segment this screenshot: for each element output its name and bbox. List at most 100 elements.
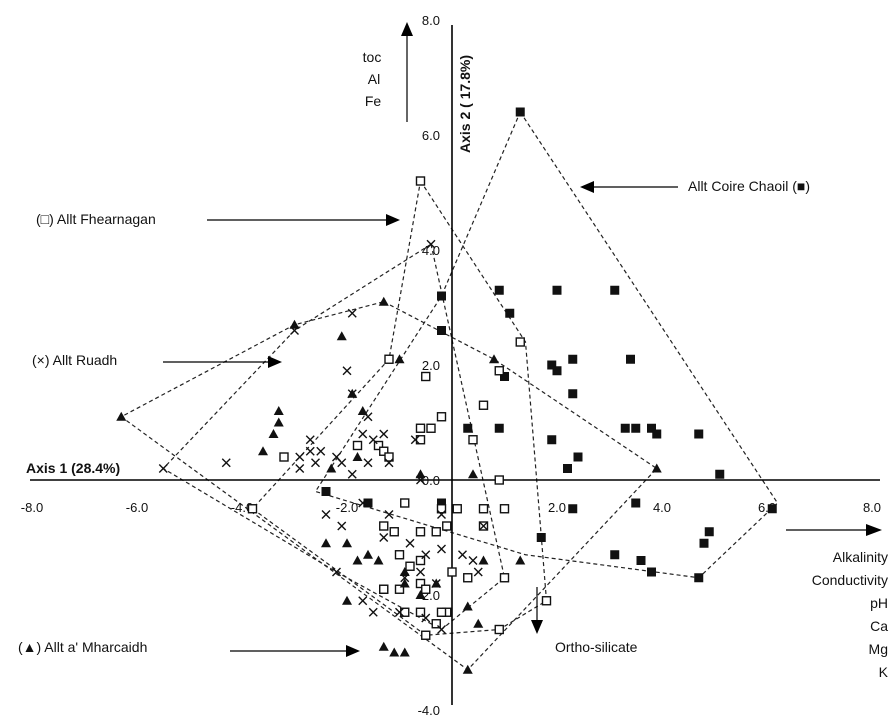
point-allt-a-mharcaidh [462, 601, 473, 611]
point-allt-fhearnagan [468, 435, 478, 445]
group-label-coire-chaoil: Allt Coire Chaoil (■) [580, 178, 810, 194]
point-allt-ruadh [363, 458, 373, 468]
point-allt-coire-chaoil [636, 556, 646, 565]
group-hulls [120, 110, 779, 671]
point-allt-fhearnagan [463, 573, 473, 583]
point-allt-fhearnagan [379, 584, 389, 594]
point-allt-a-mharcaidh [342, 595, 352, 605]
point-allt-ruadh [368, 607, 378, 617]
group-label-text: (▲) Allt a' Mharcaidh [18, 639, 147, 655]
point-allt-ruadh [332, 567, 341, 577]
point-allt-coire-chaoil [568, 389, 578, 399]
point-allt-fhearnagan [478, 504, 489, 514]
point-allt-fhearnagan [415, 578, 426, 589]
group-label-mharcaidh: (▲) Allt a' Mharcaidh [18, 639, 360, 657]
point-allt-fhearnagan [373, 440, 384, 451]
point-allt-fhearnagan [494, 366, 504, 376]
group-label-text: (×) Allt Ruadh [32, 352, 117, 368]
point-allt-coire-chaoil [536, 533, 546, 542]
point-allt-a-mharcaidh [363, 549, 373, 559]
point-allt-a-mharcaidh [347, 388, 358, 398]
point-allt-fhearnagan [405, 561, 415, 571]
group-label-ruadh: (×) Allt Ruadh [32, 352, 282, 368]
point-allt-fhearnagan [379, 521, 389, 531]
point-allt-coire-chaoil [631, 498, 641, 508]
point-allt-coire-chaoil [647, 423, 656, 433]
point-allt-ruadh [379, 533, 389, 542]
point-allt-fhearnagan [394, 584, 405, 594]
point-allt-fhearnagan [400, 498, 410, 508]
point-allt-fhearnagan [384, 452, 394, 462]
x-tick-label: -8.0 [21, 500, 43, 515]
point-allt-ruadh [321, 510, 331, 519]
x-tick-labels: -8.0 -6.0 -4.0 -2.0 2.0 4.0 6.0 8.0 [21, 500, 881, 515]
point-allt-fhearnagan [384, 354, 394, 364]
group-label-pointer-head [386, 214, 400, 226]
point-allt-fhearnagan [494, 475, 504, 485]
y-tick-label: -4.0 [418, 703, 440, 717]
vector-up-arrowhead [401, 22, 413, 36]
point-allt-a-mharcaidh [268, 429, 279, 438]
point-allt-ruadh [421, 613, 431, 623]
point-allt-ruadh [426, 239, 436, 249]
x-tick-label: 2.0 [548, 500, 566, 515]
vector-up-label: toc [363, 49, 382, 65]
point-allt-ruadh [295, 464, 305, 473]
point-allt-coire-chaoil [620, 423, 630, 433]
point-allt-fhearnagan [415, 176, 426, 186]
x-tick-label: -4.0 [231, 500, 253, 515]
point-allt-a-mharcaidh [378, 641, 389, 651]
point-allt-a-mharcaidh [399, 567, 410, 576]
point-allt-fhearnagan [415, 527, 426, 537]
y-tick-label: 6.0 [422, 128, 440, 143]
point-allt-fhearnagan [452, 504, 462, 514]
point-allt-fhearnagan [415, 435, 426, 445]
point-allt-coire-chaoil [494, 423, 504, 433]
x-tick-label: -2.0 [336, 500, 358, 515]
point-allt-ruadh [368, 435, 378, 445]
point-allt-a-mharcaidh [273, 406, 284, 415]
point-allt-ruadh [358, 596, 368, 606]
point-allt-fhearnagan [279, 452, 289, 462]
vector-right-label: pH [870, 595, 888, 611]
vector-up-label: Fe [365, 93, 382, 109]
point-allt-fhearnagan [515, 337, 525, 347]
point-allt-a-mharcaidh [373, 555, 384, 565]
point-allt-a-mharcaidh [468, 469, 478, 479]
x-tick-label: -6.0 [126, 500, 148, 515]
point-allt-fhearnagan [389, 527, 399, 537]
x-tick-label: 4.0 [653, 500, 671, 515]
point-allt-fhearnagan [415, 555, 426, 566]
point-allt-a-mharcaidh [394, 354, 405, 364]
point-allt-fhearnagan [436, 504, 447, 514]
group-label-pointer-head [346, 645, 360, 657]
group-label-fhearnagan: (□) Allt Fhearnagan [36, 211, 400, 227]
point-allt-ruadh [384, 458, 394, 468]
point-allt-a-mharcaidh [342, 538, 352, 548]
point-allt-fhearnagan [431, 619, 441, 629]
point-allt-fhearnagan [394, 550, 405, 560]
point-allt-coire-chaoil [694, 573, 704, 583]
point-allt-fhearnagan [421, 584, 431, 594]
point-allt-fhearnagan [436, 607, 447, 617]
point-allt-coire-chaoil [767, 504, 777, 514]
point-allt-coire-chaoil [563, 464, 572, 473]
point-allt-a-mharcaidh [389, 647, 400, 657]
point-allt-fhearnagan [247, 504, 258, 514]
point-allt-fhearnagan [499, 504, 510, 514]
point-allt-fhearnagan [494, 624, 504, 635]
point-allt-fhearnagan [415, 423, 426, 433]
vector-up-label: Al [368, 71, 380, 87]
point-allt-a-mharcaidh [515, 555, 526, 565]
point-allt-coire-chaoil [699, 538, 709, 548]
point-allt-a-mharcaidh [289, 319, 300, 329]
point-allt-ruadh [358, 498, 368, 508]
point-allt-ruadh [347, 308, 357, 318]
point-allt-coire-chaoil [463, 423, 473, 433]
point-allt-ruadh [337, 521, 347, 531]
point-allt-ruadh [473, 567, 483, 577]
point-allt-coire-chaoil [494, 285, 504, 295]
point-allt-coire-chaoil [500, 372, 509, 381]
point-allt-fhearnagan [431, 527, 441, 537]
